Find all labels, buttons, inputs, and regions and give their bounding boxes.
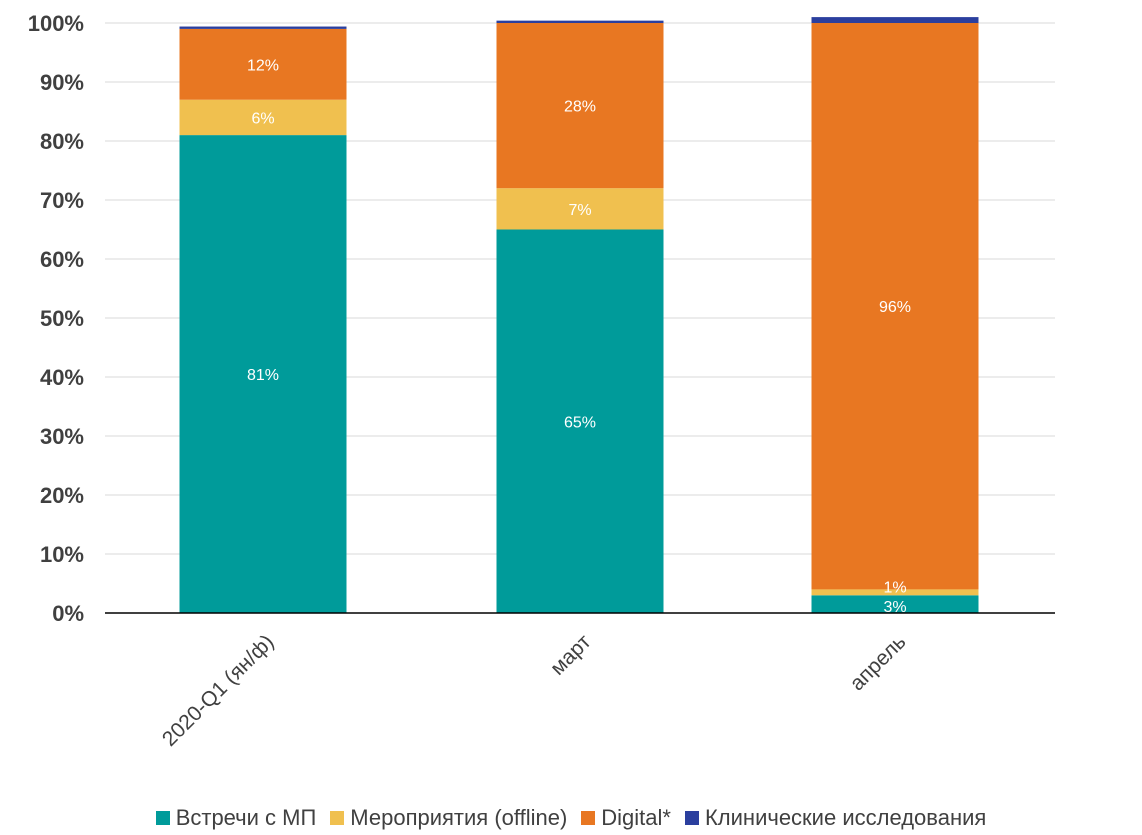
bar-segment [496,188,664,230]
y-tick-label: 100% [28,11,84,36]
y-tick-label: 80% [40,129,84,154]
bar-segment [811,17,979,23]
x-tick-label: март [546,630,596,680]
x-tick-label: 2020-Q1 (ян/ф) [158,630,279,751]
y-tick-label: 70% [40,188,84,213]
legend-item-clinical: Клинические исследования [684,804,987,831]
legend-label: Мероприятия (offline) [350,804,568,830]
x-tick-label: апрель [846,630,911,695]
data-label: 6% [251,110,274,127]
bar-segment [811,589,979,596]
bar-segment [811,23,979,590]
y-tick-label: 50% [40,306,84,331]
bar-segment [179,135,347,613]
bar-segment [179,99,347,136]
y-tick-label: 10% [40,542,84,567]
data-label: 3% [883,599,906,616]
data-label: 12% [247,57,279,74]
bar-segment [179,26,347,29]
legend-label: Digital* [601,804,671,830]
data-label: 28% [564,99,596,116]
legend-item-meetings: Встречи с МП [155,804,317,831]
y-tick-label: 0% [52,601,84,626]
x-axis-ticks: 2020-Q1 (ян/ф) март апрель [158,630,911,751]
bars [179,17,979,613]
data-labels: 81% 6% 12% 65% 7% 28% 3% 1% 96% [247,57,911,616]
legend-swatch [155,810,170,825]
data-label: 7% [568,202,591,219]
data-label: 81% [247,367,279,384]
data-label: 65% [564,414,596,431]
y-tick-label: 90% [40,70,84,95]
y-tick-label: 20% [40,483,84,508]
data-label: 96% [879,299,911,316]
y-tick-label: 40% [40,365,84,390]
bar-segment [811,595,979,613]
legend-swatch [581,810,596,825]
legend-swatch [330,810,345,825]
bar-segment [179,28,347,100]
data-label: 1% [883,579,906,596]
legend: Встречи с МП Мероприятия (offline) Digit… [0,800,1142,835]
legend-label: Клинические исследования [704,804,987,830]
stacked-bar-chart: 81% 6% 12% 65% 7% 28% 3% 1% 96% 0% 10% 20% 30% 40% 50… [28,11,1055,751]
bar-segment [496,229,664,613]
y-tick-label: 60% [40,247,84,272]
y-tick-label: 30% [40,424,84,449]
legend-item-events: Мероприятия (offline) [330,805,567,831]
legend-swatch [684,810,699,825]
legend-label: Встречи с МП [175,804,317,830]
legend-item-digital: Digital* [581,805,671,831]
bar-segment [496,20,664,23]
y-axis-ticks: 0% 10% 20% 30% 40% 50% 60% 70% 80% 90% 100% [28,11,84,626]
bar-segment [496,23,664,189]
